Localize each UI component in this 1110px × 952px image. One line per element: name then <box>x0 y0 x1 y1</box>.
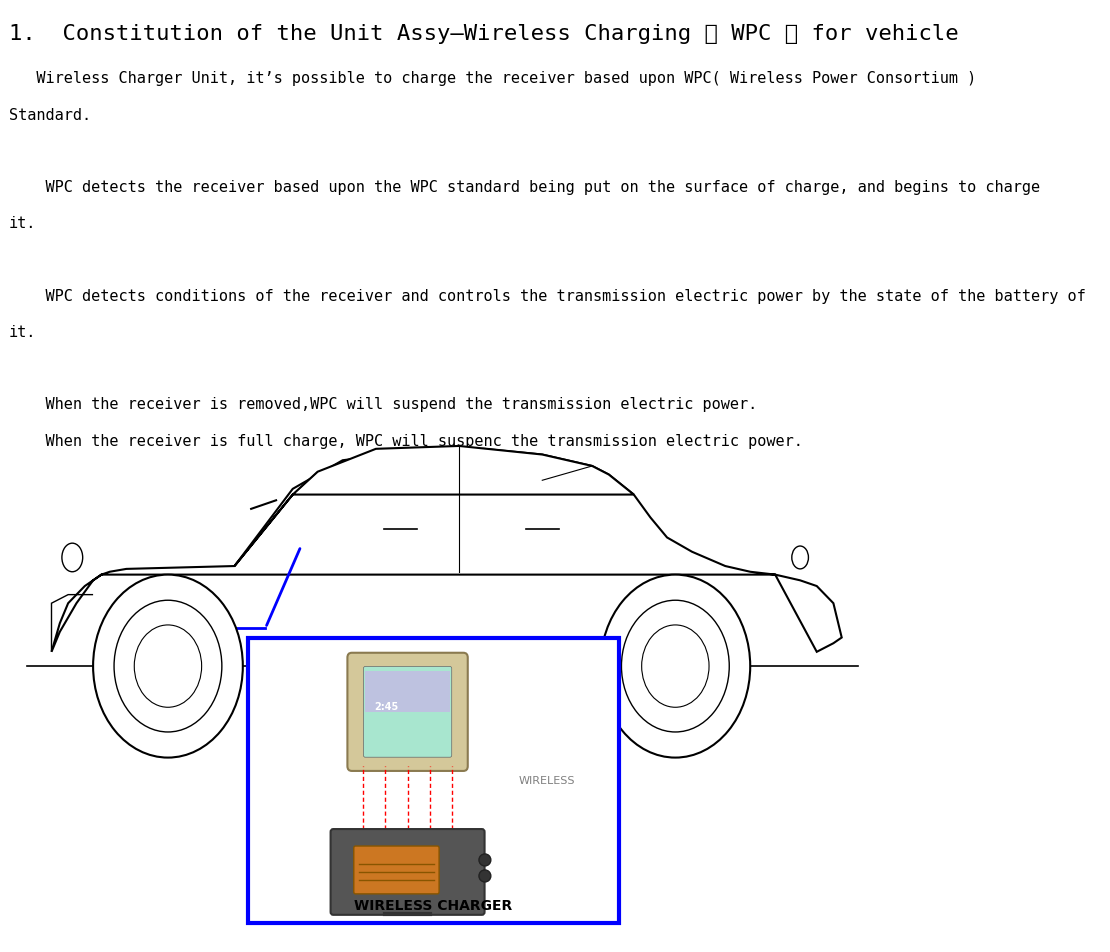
Ellipse shape <box>791 546 808 569</box>
Ellipse shape <box>134 625 202 707</box>
FancyBboxPatch shape <box>347 653 467 771</box>
Text: Standard.: Standard. <box>9 108 91 123</box>
Text: Wireless Charger Unit, it’s possible to charge the receiver based upon WPC( Wire: Wireless Charger Unit, it’s possible to … <box>9 71 976 87</box>
Text: 1.  Constitution of the Unit Assy–Wireless Charging （ WPC ） for vehicle: 1. Constitution of the Unit Assy–Wireles… <box>9 24 958 44</box>
FancyBboxPatch shape <box>331 829 485 915</box>
Text: WIRELESS CHARGER: WIRELESS CHARGER <box>354 898 513 912</box>
Text: WPC detects the receiver based upon the WPC standard being put on the surface of: WPC detects the receiver based upon the … <box>9 180 1040 195</box>
Text: it.: it. <box>9 325 37 340</box>
Ellipse shape <box>642 625 709 707</box>
Ellipse shape <box>114 601 222 732</box>
Ellipse shape <box>622 601 729 732</box>
Polygon shape <box>51 449 841 652</box>
Ellipse shape <box>601 575 750 758</box>
Ellipse shape <box>93 575 243 758</box>
FancyBboxPatch shape <box>248 638 619 923</box>
FancyBboxPatch shape <box>365 671 450 712</box>
Text: it.: it. <box>9 216 37 231</box>
Polygon shape <box>234 446 634 566</box>
Ellipse shape <box>478 870 491 882</box>
FancyBboxPatch shape <box>363 666 452 758</box>
Ellipse shape <box>478 854 491 866</box>
Text: When the receiver is full charge, WPC will suspenc the transmission electric pow: When the receiver is full charge, WPC wi… <box>9 433 803 448</box>
Text: WPC detects conditions of the receiver and controls the transmission electric po: WPC detects conditions of the receiver a… <box>9 288 1086 304</box>
Text: 2:45: 2:45 <box>374 702 398 712</box>
Ellipse shape <box>62 544 82 572</box>
Text: WIRELESS: WIRELESS <box>519 776 576 785</box>
FancyBboxPatch shape <box>354 846 440 894</box>
Text: When the receiver is removed,WPC will suspend the transmission electric power.: When the receiver is removed,WPC will su… <box>9 397 757 412</box>
